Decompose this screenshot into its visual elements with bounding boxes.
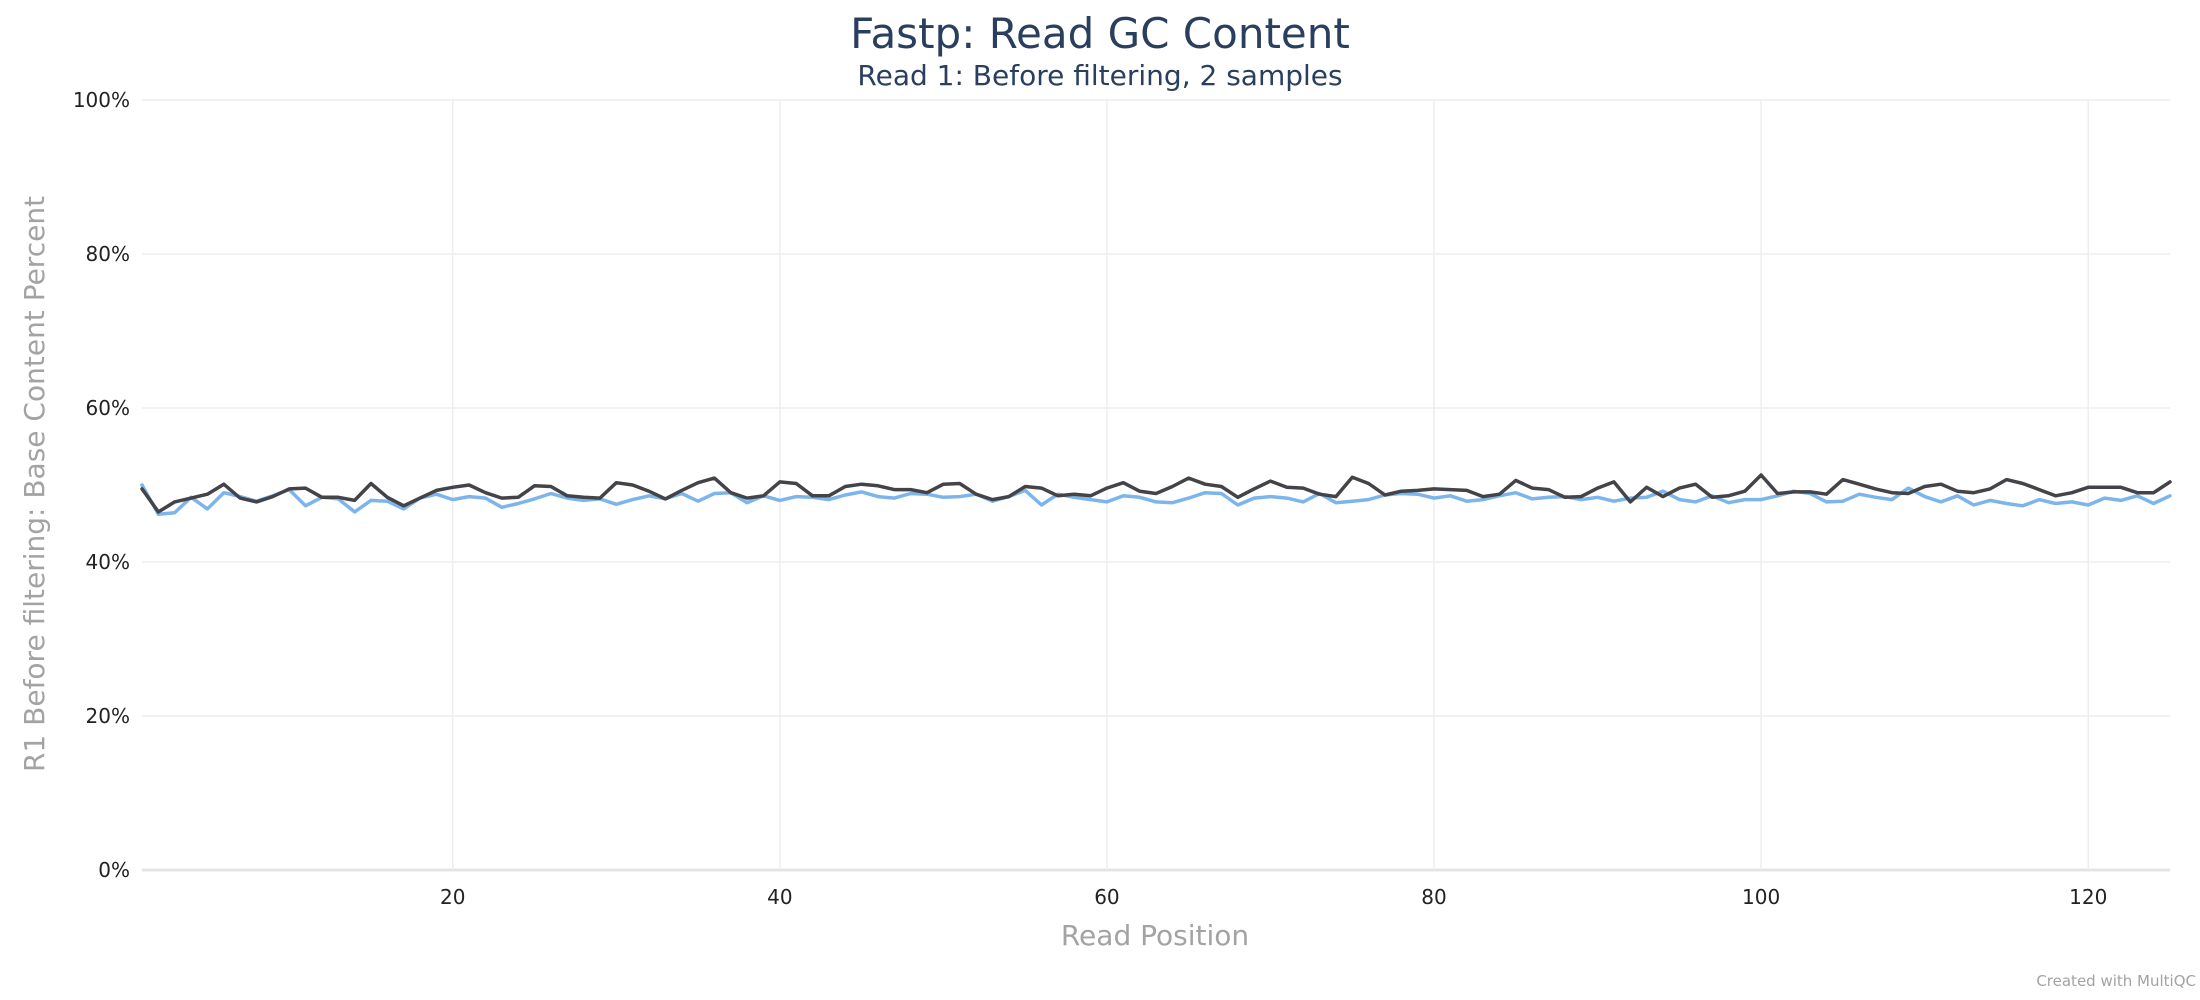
x-axis-ticks: 20 40 60 80 100 120 xyxy=(440,885,2107,909)
credit-label: Created with MultiQC xyxy=(2036,972,2196,990)
x-axis-title: Read Position xyxy=(1061,919,1249,952)
y-axis-ticks: 0% 20% 40% 60% 80% 100% xyxy=(73,88,130,882)
chart-subtitle: Read 1: Before filtering, 2 samples xyxy=(857,59,1342,92)
y-tick-label: 60% xyxy=(86,396,130,420)
y-tick-label: 20% xyxy=(86,704,130,728)
grid xyxy=(142,99,2170,872)
y-tick-label: 0% xyxy=(98,858,130,882)
y-tick-label: 80% xyxy=(86,242,130,266)
x-tick-label: 60 xyxy=(1094,885,1119,909)
x-tick-label: 20 xyxy=(440,885,465,909)
x-tick-label: 100 xyxy=(1742,885,1780,909)
y-axis-title: R1 Before filtering: Base Content Percen… xyxy=(18,196,51,772)
series-line-1[interactable] xyxy=(140,483,2172,517)
y-tick-label: 100% xyxy=(73,88,130,112)
chart-title: Fastp: Read GC Content xyxy=(850,9,1350,58)
x-tick-label: 120 xyxy=(2069,885,2107,909)
y-tick-label: 40% xyxy=(86,550,130,574)
x-tick-label: 40 xyxy=(767,885,792,909)
series-lines[interactable] xyxy=(140,473,2172,517)
x-tick-label: 80 xyxy=(1421,885,1446,909)
series-line-2[interactable] xyxy=(140,473,2172,514)
